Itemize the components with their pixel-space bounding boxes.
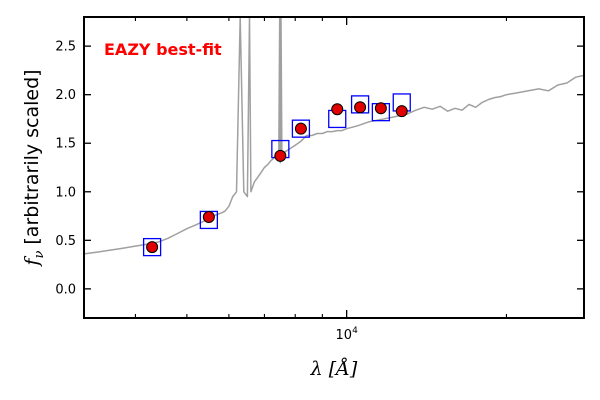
model-box xyxy=(142,237,162,257)
y-axis-label: fν [arbitrarily scaled] xyxy=(21,69,47,267)
model-box-layer xyxy=(142,93,411,257)
y-tick-label: 1.5 xyxy=(55,137,76,152)
model-box xyxy=(291,119,311,138)
observed-point xyxy=(374,102,387,115)
observed-point-layer xyxy=(146,101,408,254)
observed-point xyxy=(146,241,159,254)
plot-area xyxy=(84,17,584,257)
y-tick-label: 2.5 xyxy=(55,40,76,55)
sed-line xyxy=(84,17,584,255)
observed-point xyxy=(202,211,215,224)
axis-ticks: 0.0 0.5 1.0 1.5 2.0 2.5 104 xyxy=(55,17,584,343)
plot-frame xyxy=(83,16,585,319)
y-tick-label: 2.0 xyxy=(55,88,76,103)
x-tick-label: 104 xyxy=(336,326,359,343)
observed-point xyxy=(331,103,344,116)
x-axis-label: λ [Å] xyxy=(310,358,358,380)
observed-point xyxy=(395,105,408,118)
y-tick-label: 0.5 xyxy=(55,234,76,249)
best-fit-annotation: EAZY best-fit xyxy=(104,40,222,59)
observed-point xyxy=(274,149,287,162)
sed-line-layer xyxy=(84,17,584,255)
y-tick-label: 0.0 xyxy=(55,282,76,297)
observed-point xyxy=(354,101,367,114)
y-tick-label: 1.0 xyxy=(55,185,76,200)
observed-point xyxy=(294,122,307,135)
